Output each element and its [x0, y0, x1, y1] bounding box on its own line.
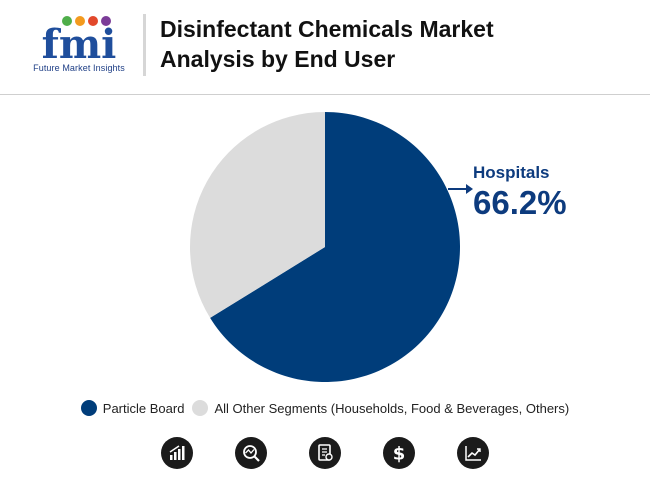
header-rule	[0, 94, 650, 95]
legend-swatch-particle-board	[80, 400, 97, 416]
magnifier-chart-icon	[235, 437, 267, 469]
legend: Particle Board All Other Segments (House…	[0, 396, 650, 420]
title-line-1: Disinfectant Chemicals Market	[160, 16, 494, 42]
fmi-logo: fmi	[42, 16, 117, 68]
callout-label: Hospitals	[473, 163, 550, 182]
callout-value: 66.2%	[473, 184, 567, 221]
logo-wordmark: fmi	[42, 21, 117, 68]
header: fmi Future Market Insights Disinfectant …	[0, 0, 650, 94]
callout-arrow-head	[466, 184, 473, 194]
svg-text:$: $	[393, 444, 406, 464]
footer-icons: $	[0, 437, 650, 471]
pie-chart	[189, 112, 473, 382]
title-line-2: Analysis by End User	[160, 46, 396, 72]
legend-swatch-other-segments	[192, 400, 209, 416]
legend-label-particle-board: Particle Board	[102, 400, 185, 416]
page-title: Disinfectant Chemicals Market Analysis b…	[160, 14, 630, 74]
bar-chart-icon	[161, 437, 193, 469]
logo-caption: Future Market Insights	[33, 63, 125, 73]
pie-slice-particle-board	[210, 112, 460, 382]
legend-item-particle-board: Particle Board	[80, 400, 185, 416]
report-icon	[309, 437, 341, 469]
header-divider	[143, 14, 146, 76]
dollar-icon: $	[383, 437, 415, 469]
pie-slices	[189, 112, 460, 382]
legend-item-other-segments: All Other Segments (Households, Food & B…	[192, 400, 569, 416]
pie-slice-other-segments	[189, 112, 325, 318]
trend-chart-icon	[457, 437, 489, 469]
legend-label-other-segments: All Other Segments (Households, Food & B…	[214, 400, 570, 416]
